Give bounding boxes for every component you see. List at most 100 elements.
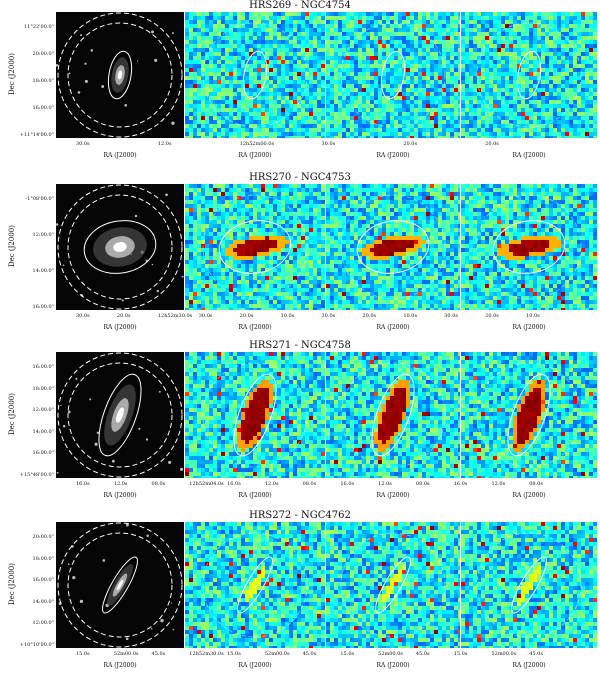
x-tick-label: 10.0s (526, 313, 540, 319)
figure-row: HRS269 - NGC4754 Dec (J2000) 11°22'00.0" 20… (0, 0, 600, 172)
optical-image-panel (56, 522, 184, 648)
y-axis-label: Dec (J2000) (8, 393, 16, 435)
y-tick-label: +10°10'00.0" (19, 642, 54, 648)
optical-image-panel (56, 352, 184, 478)
x-tick-label: 08.0s (529, 481, 543, 487)
x-tick-label: 20.0s (362, 313, 377, 319)
figure-row: HRS270 - NGC4753 Dec (J2000) -1°08'00.0" 12… (0, 172, 600, 344)
flux-map (326, 12, 460, 138)
x-tick-label: 45.0s (415, 651, 430, 657)
row-title: HRS270 - NGC4753 (249, 172, 351, 183)
map-panel (461, 184, 597, 310)
y-tick-label: 14:00.0" (32, 268, 54, 274)
x-tick-label: 30.0s (76, 141, 90, 147)
y-tick-label: 12:00.0" (32, 620, 54, 627)
x-axis-label: RA (J2000) (238, 662, 272, 669)
x-axis-label: RA (J2000) (103, 492, 137, 499)
y-tick-label: 16:00.0" (32, 577, 54, 584)
y-tick-label: 14:00.0" (32, 598, 54, 605)
x-tick-label: 12h52m30.0s (189, 651, 224, 657)
x-axis-label: RA (J2000) (376, 152, 410, 159)
flux-map (185, 12, 325, 138)
x-tick-label: 20.0s (239, 313, 254, 319)
map-panel (461, 522, 597, 648)
x-axis-label: RA (J2000) (512, 492, 546, 499)
flux-map (461, 12, 597, 138)
y-tick-label: 18:00.0" (32, 78, 54, 84)
x-axis-label: RA (J2000) (103, 152, 137, 159)
map-panel (185, 12, 325, 138)
map-panel (326, 12, 460, 138)
map-panel (326, 352, 460, 478)
optical-image (56, 184, 184, 310)
map-panel (185, 522, 325, 648)
y-tick-label: 14:00.0" (32, 428, 54, 435)
y-tick-label: 16:00.0" (32, 304, 54, 310)
x-tick-label: 12.0s (157, 141, 172, 147)
x-tick-label: 08.0s (151, 481, 166, 487)
x-axis-label: RA (J2000) (512, 152, 546, 159)
flux-map (461, 352, 597, 478)
y-tick-label: 12:00.0" (32, 407, 54, 414)
x-tick-label: 45.0s (302, 651, 317, 657)
figure-row: HRS271 - NGC4758 Dec (J2000) 16:00.0" 18:00… (0, 340, 600, 512)
optical-image (56, 352, 184, 478)
x-tick-label: 30.0s (321, 313, 336, 319)
y-tick-label: -1°08'00.0" (25, 196, 54, 202)
y-tick-label: 16:00.0" (32, 450, 54, 457)
y-tick-label: 18:00.0" (32, 385, 54, 392)
x-tick-label: 45.0s (151, 651, 166, 657)
map-panel (185, 352, 325, 478)
map-panel (185, 184, 325, 310)
map-panel (461, 12, 597, 138)
y-tick-label: 16:00.0" (32, 105, 54, 111)
x-axis-label: RA (J2000) (238, 492, 272, 499)
x-tick-label: 52m00.0s (113, 651, 139, 657)
optical-image-panel (56, 184, 184, 310)
optical-image (56, 12, 184, 138)
y-tick-label: 20:00.0" (32, 534, 54, 540)
x-tick-label: 16.0s (340, 481, 355, 487)
y-tick-label: 11°22'00.0" (23, 24, 54, 30)
x-tick-label: 16.0s (453, 481, 468, 487)
x-tick-label: 30.0s (76, 313, 90, 319)
x-tick-label: 52m00.0s (378, 651, 403, 657)
row-title: HRS269 - NGC4754 (249, 0, 351, 11)
figure-row: HRS272 - NGC4762 Dec (J2000) 20:00.0" 18:00… (0, 510, 600, 682)
x-tick-label: 30.0s (198, 313, 213, 319)
y-tick-label: 18:00.0" (32, 555, 54, 562)
map-panel (461, 352, 597, 478)
y-tick-label: +15°48'00.0" (19, 472, 54, 478)
x-tick-label: 45.0s (529, 651, 543, 657)
flux-map (326, 522, 460, 648)
x-tick-label: 52m00.0s (491, 651, 517, 657)
y-tick-label: 16:00.0" (32, 364, 54, 370)
flux-map (326, 352, 460, 478)
y-tick-label: 20:00.0" (32, 51, 54, 57)
x-axis-label: RA (J2000) (376, 662, 410, 669)
x-tick-label: 10.0s (403, 313, 418, 319)
row-title: HRS271 - NGC4758 (249, 340, 351, 351)
x-axis-label: RA (J2000) (376, 492, 410, 499)
flux-map (185, 352, 325, 478)
x-tick-label: 12h52m30.0s (157, 313, 193, 319)
x-tick-label: 20.0s (485, 313, 499, 319)
optical-image (56, 522, 184, 648)
x-tick-label: 15.0s (227, 651, 241, 657)
flux-map (185, 522, 325, 648)
x-tick-label: 20.0s (403, 141, 418, 147)
x-tick-label: 16.0s (227, 481, 241, 487)
flux-map (326, 184, 460, 310)
x-tick-label: 16.0s (76, 481, 90, 487)
x-tick-label: 30.0s (321, 141, 336, 147)
x-axis-label: RA (J2000) (103, 324, 137, 331)
x-tick-label: 15.0s (453, 651, 468, 657)
flux-map (461, 184, 597, 310)
x-axis-label: RA (J2000) (103, 662, 137, 669)
x-tick-label: 15.0s (76, 651, 90, 657)
x-axis-label: RA (J2000) (238, 324, 272, 331)
y-tick-label: +11°14'00.0" (19, 132, 54, 138)
x-axis-label: RA (J2000) (376, 324, 410, 331)
x-tick-label: 08.0s (302, 481, 317, 487)
flux-map (185, 184, 325, 310)
